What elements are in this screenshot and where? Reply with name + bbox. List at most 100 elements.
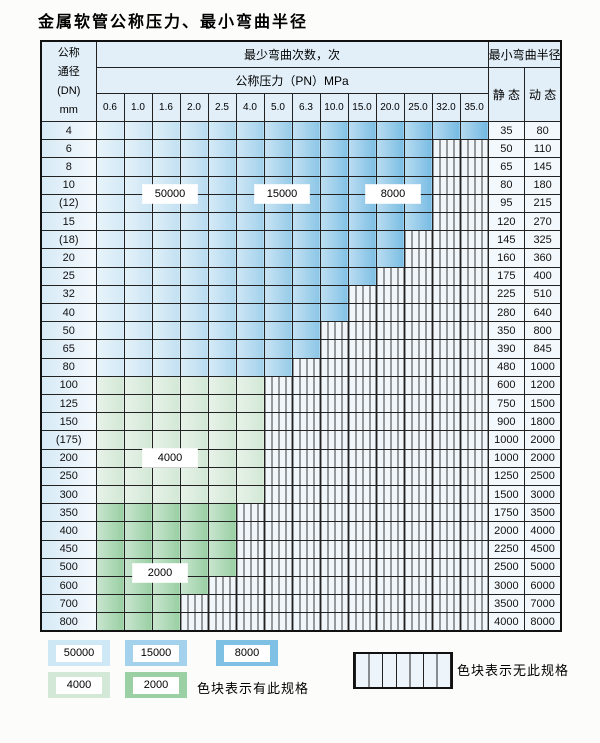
spec-available-cell bbox=[263, 303, 293, 323]
dynamic-radius-cell: 3500 bbox=[524, 503, 562, 523]
spec-available-cell bbox=[263, 248, 293, 268]
no-spec-hatch-cell bbox=[319, 394, 349, 414]
spec-available-cell bbox=[347, 120, 377, 141]
static-radius-cell: 160 bbox=[487, 248, 526, 268]
no-spec-hatch-cell bbox=[403, 594, 433, 614]
dynamic-radius-cell: 110 bbox=[524, 139, 562, 159]
dn-header-line: 通径 bbox=[57, 65, 80, 78]
no-spec-hatch-cell bbox=[263, 375, 293, 396]
spec-available-cell bbox=[123, 230, 153, 250]
spec-available-cell bbox=[207, 193, 237, 214]
no-spec-hatch-cell bbox=[291, 357, 321, 377]
no-spec-hatch-cell bbox=[291, 412, 321, 432]
spec-available-cell bbox=[207, 212, 237, 232]
no-spec-hatch-cell bbox=[347, 503, 377, 523]
no-spec-hatch-cell bbox=[347, 576, 377, 596]
no-spec-hatch-cell bbox=[347, 430, 377, 450]
static-radius-cell: 2250 bbox=[487, 539, 526, 559]
spec-available-cell bbox=[179, 339, 209, 359]
no-spec-hatch-cell bbox=[431, 212, 461, 232]
no-spec-hatch-cell bbox=[403, 557, 433, 578]
spec-available-cell bbox=[207, 485, 237, 505]
no-spec-hatch-cell bbox=[347, 394, 377, 414]
spec-available-cell bbox=[403, 120, 433, 141]
no-spec-hatch-cell bbox=[375, 357, 405, 377]
spec-available-cell bbox=[319, 266, 349, 286]
spec-available-cell bbox=[207, 357, 237, 377]
spec-available-cell bbox=[291, 248, 321, 268]
spec-available-cell bbox=[123, 321, 153, 341]
static-radius-cell: 480 bbox=[487, 357, 526, 377]
no-spec-hatch-cell bbox=[319, 375, 349, 396]
no-spec-hatch-cell bbox=[347, 357, 377, 377]
spec-available-cell bbox=[123, 339, 153, 359]
spec-available-cell bbox=[95, 466, 125, 487]
spec-available-cell bbox=[95, 521, 125, 541]
spec-available-cell bbox=[95, 193, 125, 214]
dn-cell: (18) bbox=[40, 230, 97, 250]
dn-cell: 8 bbox=[40, 157, 97, 177]
no-spec-hatch-cell bbox=[263, 394, 293, 414]
no-spec-hatch-cell bbox=[375, 303, 405, 323]
no-spec-hatch-cell bbox=[431, 466, 461, 487]
static-radius-cell: 120 bbox=[487, 212, 526, 232]
no-spec-hatch-cell bbox=[291, 375, 321, 396]
spec-available-cell bbox=[151, 266, 181, 286]
pressure-value-header: 35.0 bbox=[459, 93, 489, 122]
spec-available-cell bbox=[375, 139, 405, 159]
spec-available-cell bbox=[263, 357, 293, 377]
zone-cycle-label: 8000 bbox=[366, 185, 420, 203]
dn-cell: 200 bbox=[40, 448, 97, 468]
no-spec-hatch-cell bbox=[431, 557, 461, 578]
legend-swatch: 15000 bbox=[125, 640, 187, 666]
static-radius-cell: 1250 bbox=[487, 466, 526, 487]
no-spec-hatch-cell bbox=[459, 284, 489, 305]
no-spec-hatch-cell bbox=[431, 284, 461, 305]
no-spec-hatch-cell bbox=[347, 339, 377, 359]
no-spec-hatch-cell bbox=[235, 557, 265, 578]
spec-available-cell bbox=[151, 375, 181, 396]
spec-available-cell bbox=[207, 139, 237, 159]
dynamic-radius-cell: 4500 bbox=[524, 539, 562, 559]
legend-swatch-value: 8000 bbox=[224, 644, 270, 662]
no-spec-hatch-cell bbox=[319, 430, 349, 450]
spec-available-cell bbox=[95, 612, 125, 632]
table-row: 25 175 400 bbox=[40, 266, 562, 286]
no-spec-hatch-cell bbox=[319, 485, 349, 505]
spec-available-cell bbox=[319, 157, 349, 177]
pressure-value-header: 25.0 bbox=[403, 93, 433, 122]
spec-available-cell bbox=[235, 284, 265, 305]
no-spec-hatch-cell bbox=[291, 448, 321, 468]
dynamic-radius-cell: 215 bbox=[524, 193, 562, 214]
no-spec-hatch-cell bbox=[459, 521, 489, 541]
dynamic-radius-cell: 145 bbox=[524, 157, 562, 177]
spec-available-cell bbox=[207, 539, 237, 559]
spec-available-cell bbox=[403, 139, 433, 159]
no-spec-hatch-cell bbox=[291, 485, 321, 505]
no-spec-hatch-cell bbox=[347, 284, 377, 305]
dn-cell: 600 bbox=[40, 576, 97, 596]
spec-available-cell bbox=[95, 139, 125, 159]
spec-available-cell bbox=[263, 157, 293, 177]
page-title: 金属软管公称压力、最小弯曲半径 bbox=[38, 14, 309, 31]
static-radius-cell: 4000 bbox=[487, 612, 526, 632]
no-spec-hatch-cell bbox=[403, 485, 433, 505]
spec-available-cell bbox=[151, 394, 181, 414]
table-row: 500 2500 5000 bbox=[40, 557, 562, 578]
no-spec-hatch-cell bbox=[431, 485, 461, 505]
no-spec-hatch-cell bbox=[431, 539, 461, 559]
table-row: 300 1500 3000 bbox=[40, 485, 562, 505]
no-spec-hatch-cell bbox=[375, 466, 405, 487]
zone-cycle-label: 15000 bbox=[255, 185, 309, 203]
dn-cell: (12) bbox=[40, 193, 97, 214]
dynamic-radius-cell: 7000 bbox=[524, 594, 562, 614]
min-bend-radius-header: 最小弯曲半径 bbox=[487, 40, 562, 68]
no-spec-hatch-cell bbox=[459, 266, 489, 286]
spec-available-cell bbox=[151, 503, 181, 523]
spec-available-cell bbox=[207, 157, 237, 177]
table-row: 125 750 1500 bbox=[40, 394, 562, 414]
spec-available-cell bbox=[123, 157, 153, 177]
spec-available-cell bbox=[151, 139, 181, 159]
pressure-value-header: 5.0 bbox=[263, 93, 293, 122]
spec-available-cell bbox=[235, 212, 265, 232]
